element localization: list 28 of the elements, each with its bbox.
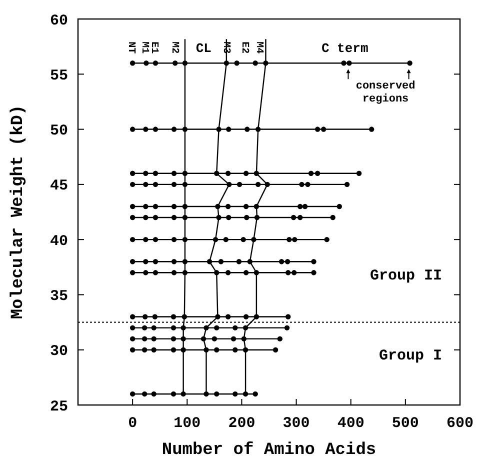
x-tick-label: 200 bbox=[228, 415, 256, 432]
annotation: CL bbox=[196, 41, 212, 56]
annotation: E2 bbox=[238, 42, 250, 54]
annotation: NT bbox=[125, 42, 136, 54]
x-tick-label: 300 bbox=[282, 415, 310, 432]
x-tick-label: 0 bbox=[128, 415, 138, 432]
x-axis-title: Number of Amino Acids bbox=[162, 441, 376, 460]
x-tick-label: 500 bbox=[392, 415, 419, 432]
annotation: conserved regions bbox=[356, 80, 416, 106]
y-tick-label: 45 bbox=[50, 178, 68, 195]
annotation: C term bbox=[321, 41, 368, 56]
annotation: E1 bbox=[148, 42, 159, 54]
y-tick-label: 30 bbox=[50, 343, 68, 360]
annotation: M4 bbox=[253, 42, 264, 54]
x-tick-label: 400 bbox=[337, 415, 364, 432]
annotation: Group I bbox=[378, 348, 442, 365]
y-tick-label: 25 bbox=[50, 398, 68, 416]
y-tick-label: 35 bbox=[50, 288, 68, 305]
y-tick-label: 55 bbox=[50, 67, 68, 84]
y-tick-label: 40 bbox=[50, 232, 68, 250]
y-tick-label: 60 bbox=[50, 12, 68, 30]
y-axis-title: Molecular Weight (kD) bbox=[9, 104, 28, 320]
y-tick-label: 50 bbox=[50, 122, 68, 140]
annotation: M2 bbox=[168, 42, 180, 54]
x-tick-label: 600 bbox=[446, 415, 474, 432]
annotation: Group II bbox=[370, 268, 442, 285]
annotation: M1 bbox=[138, 42, 150, 54]
x-tick-label: 100 bbox=[174, 415, 201, 432]
